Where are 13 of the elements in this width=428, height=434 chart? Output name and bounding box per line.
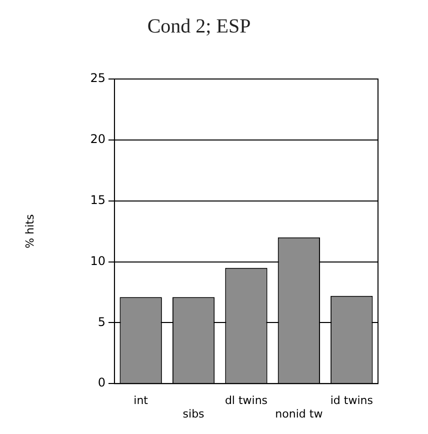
x-tick-label: dl twins: [224, 394, 268, 408]
y-tick-label: 15: [90, 192, 106, 207]
y-tick-label: 0: [98, 376, 106, 390]
x-tick-label: nonid tw: [275, 407, 323, 420]
y-tick-label: 10: [90, 254, 106, 268]
y-tick-label: 20: [90, 132, 106, 146]
x-tick-label: sibs: [182, 407, 205, 420]
chart-title: Cond 2; ESP: [147, 15, 251, 38]
y-tick-label: 5: [98, 314, 106, 329]
x-tick-label: id twins: [330, 394, 374, 408]
y-tick-label: 25: [90, 71, 106, 86]
x-tick-label: int: [134, 394, 149, 408]
y-axis-title: % hits: [23, 214, 36, 248]
